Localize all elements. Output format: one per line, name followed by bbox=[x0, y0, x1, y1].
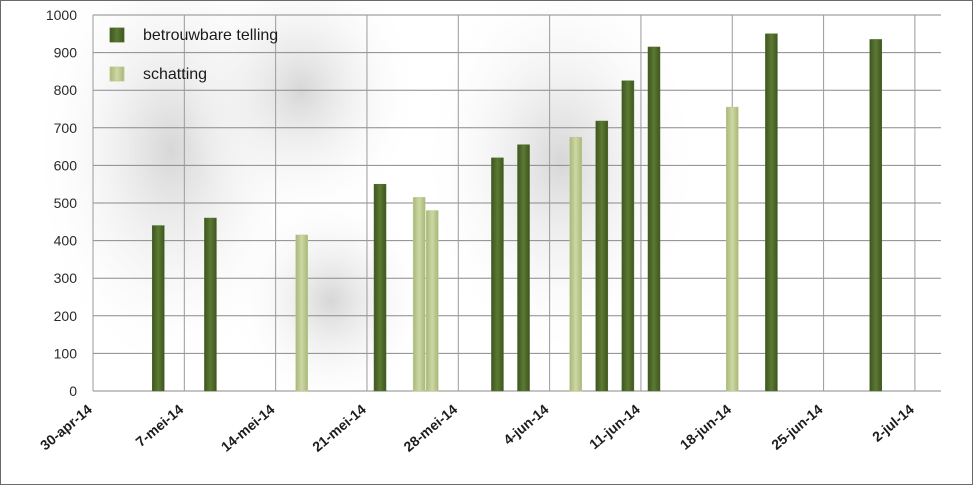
y-tick-label: 400 bbox=[54, 233, 78, 249]
y-tick-label: 0 bbox=[69, 383, 77, 399]
bar-betrouwbare-telling bbox=[517, 144, 530, 392]
bar-betrouwbare-telling bbox=[621, 80, 635, 392]
bar-schatting bbox=[412, 197, 426, 392]
y-tick-label: 500 bbox=[54, 195, 78, 211]
background-shade bbox=[181, 1, 421, 231]
bar-betrouwbare-telling bbox=[595, 120, 609, 392]
x-tick-label: 25-jun-14 bbox=[768, 401, 826, 453]
bar-betrouwbare-telling bbox=[151, 225, 165, 392]
legend-swatch bbox=[109, 27, 125, 43]
bar-betrouwbare-telling bbox=[204, 217, 217, 392]
x-tick-label: 7-mei-14 bbox=[132, 401, 186, 450]
bar-betrouwbare-telling bbox=[373, 183, 387, 392]
bar-betrouwbare-telling bbox=[869, 39, 883, 392]
legend-swatch bbox=[109, 66, 125, 82]
y-tick-label: 300 bbox=[54, 270, 78, 286]
bar-schatting bbox=[295, 234, 308, 392]
bar-schatting bbox=[425, 210, 439, 392]
y-tick-label: 600 bbox=[54, 157, 78, 173]
x-tick-label: 28-mei-14 bbox=[400, 401, 460, 455]
x-tick-label: 11-jun-14 bbox=[586, 401, 643, 452]
bar-betrouwbare-telling bbox=[647, 46, 661, 392]
y-tick-label: 700 bbox=[54, 120, 78, 136]
x-tick-label: 2-jul-14 bbox=[869, 401, 917, 445]
x-tick-label: 4-jun-14 bbox=[500, 401, 552, 448]
y-tick-label: 900 bbox=[54, 45, 78, 61]
x-tick-label: 18-jun-14 bbox=[677, 401, 735, 453]
bar-betrouwbare-telling bbox=[491, 157, 504, 392]
bar-schatting bbox=[569, 136, 582, 392]
gridlines bbox=[92, 14, 941, 392]
y-tick-label: 1000 bbox=[46, 7, 77, 23]
y-tick-label: 800 bbox=[54, 82, 78, 98]
bar-betrouwbare-telling bbox=[765, 33, 778, 392]
legend-label: betrouwbare telling bbox=[143, 27, 278, 44]
bars bbox=[151, 33, 883, 392]
y-tick-label: 200 bbox=[54, 308, 78, 324]
bar-schatting bbox=[726, 106, 739, 392]
background-shade bbox=[231, 191, 431, 411]
y-tick-label: 100 bbox=[54, 345, 78, 361]
x-tick-label: 14-mei-14 bbox=[218, 401, 278, 455]
legend: betrouwbare telling schatting bbox=[109, 27, 278, 83]
legend-label: schatting bbox=[143, 66, 207, 83]
x-tick-label: 30-apr-14 bbox=[37, 401, 95, 453]
